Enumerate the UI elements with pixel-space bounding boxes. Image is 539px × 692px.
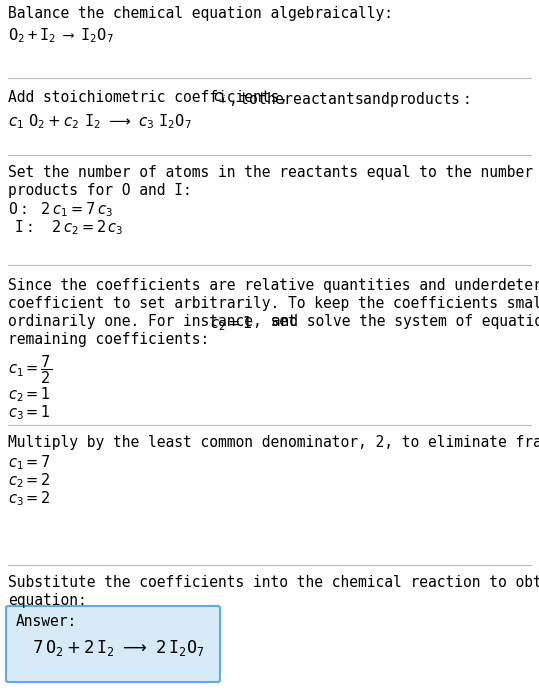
Text: Multiply by the least common denominator, 2, to eliminate fractional coefficient: Multiply by the least common denominator… [8,435,539,450]
Text: Answer:: Answer: [16,614,77,629]
Text: $c_3 = 2$: $c_3 = 2$ [8,489,51,508]
Text: $\mathtt{I:} \ \ \ 2\,c_2 = 2\,c_3$: $\mathtt{I:} \ \ \ 2\,c_2 = 2\,c_3$ [14,218,123,237]
Text: ordinarily one. For instance, set: ordinarily one. For instance, set [8,314,306,329]
Text: $c_1 = \dfrac{7}{2}$: $c_1 = \dfrac{7}{2}$ [8,353,52,385]
Text: $\mathtt{O:} \ \ 2\,c_1 = 7\,c_3$: $\mathtt{O:} \ \ 2\,c_1 = 7\,c_3$ [8,200,113,219]
Text: Balance the chemical equation algebraically:: Balance the chemical equation algebraica… [8,6,393,21]
Text: $7\,\mathtt{O_2} + 2\,\mathtt{I_2} \ \longrightarrow \ 2\,\mathtt{I_2O_7}$: $7\,\mathtt{O_2} + 2\,\mathtt{I_2} \ \lo… [32,638,205,658]
Text: and solve the system of equations for the: and solve the system of equations for th… [263,314,539,329]
Text: $c_1\ \mathtt{O_2} + c_2\ \mathtt{I_2} \ \longrightarrow \ c_3\ \mathtt{I_2O_7}$: $c_1\ \mathtt{O_2} + c_2\ \mathtt{I_2} \… [8,112,192,131]
Text: coefficient to set arbitrarily. To keep the coefficients small, the arbitrary va: coefficient to set arbitrarily. To keep … [8,296,539,311]
Text: Set the number of atoms in the reactants equal to the number of atoms in the: Set the number of atoms in the reactants… [8,165,539,180]
Text: remaining coefficients:: remaining coefficients: [8,332,209,347]
Text: Add stoichiometric coefficients,: Add stoichiometric coefficients, [8,90,297,105]
Text: $c_2 = 1$: $c_2 = 1$ [8,385,51,403]
Text: $c_2 = 2$: $c_2 = 2$ [8,471,51,490]
Text: $c_i$: $c_i$ [213,90,226,106]
Text: products for O and I:: products for O and I: [8,183,192,198]
Text: Substitute the coefficients into the chemical reaction to obtain the balanced: Substitute the coefficients into the che… [8,575,539,590]
Text: $c_1 = 7$: $c_1 = 7$ [8,453,51,472]
FancyBboxPatch shape [6,606,220,682]
Text: $c_3 = 1$: $c_3 = 1$ [8,403,51,421]
Text: equation:: equation: [8,593,87,608]
Text: $\mathtt{O_2 + I_2 \ \longrightarrow \ I_2O_7}$: $\mathtt{O_2 + I_2 \ \longrightarrow \ I… [8,26,114,45]
Text: $c_2 = 1$: $c_2 = 1$ [210,314,253,333]
Text: Since the coefficients are relative quantities and underdetermined, choose a: Since the coefficients are relative quan… [8,278,539,293]
Text: $\mathtt{, to the reactants and products:}$: $\mathtt{, to the reactants and products… [228,90,470,109]
